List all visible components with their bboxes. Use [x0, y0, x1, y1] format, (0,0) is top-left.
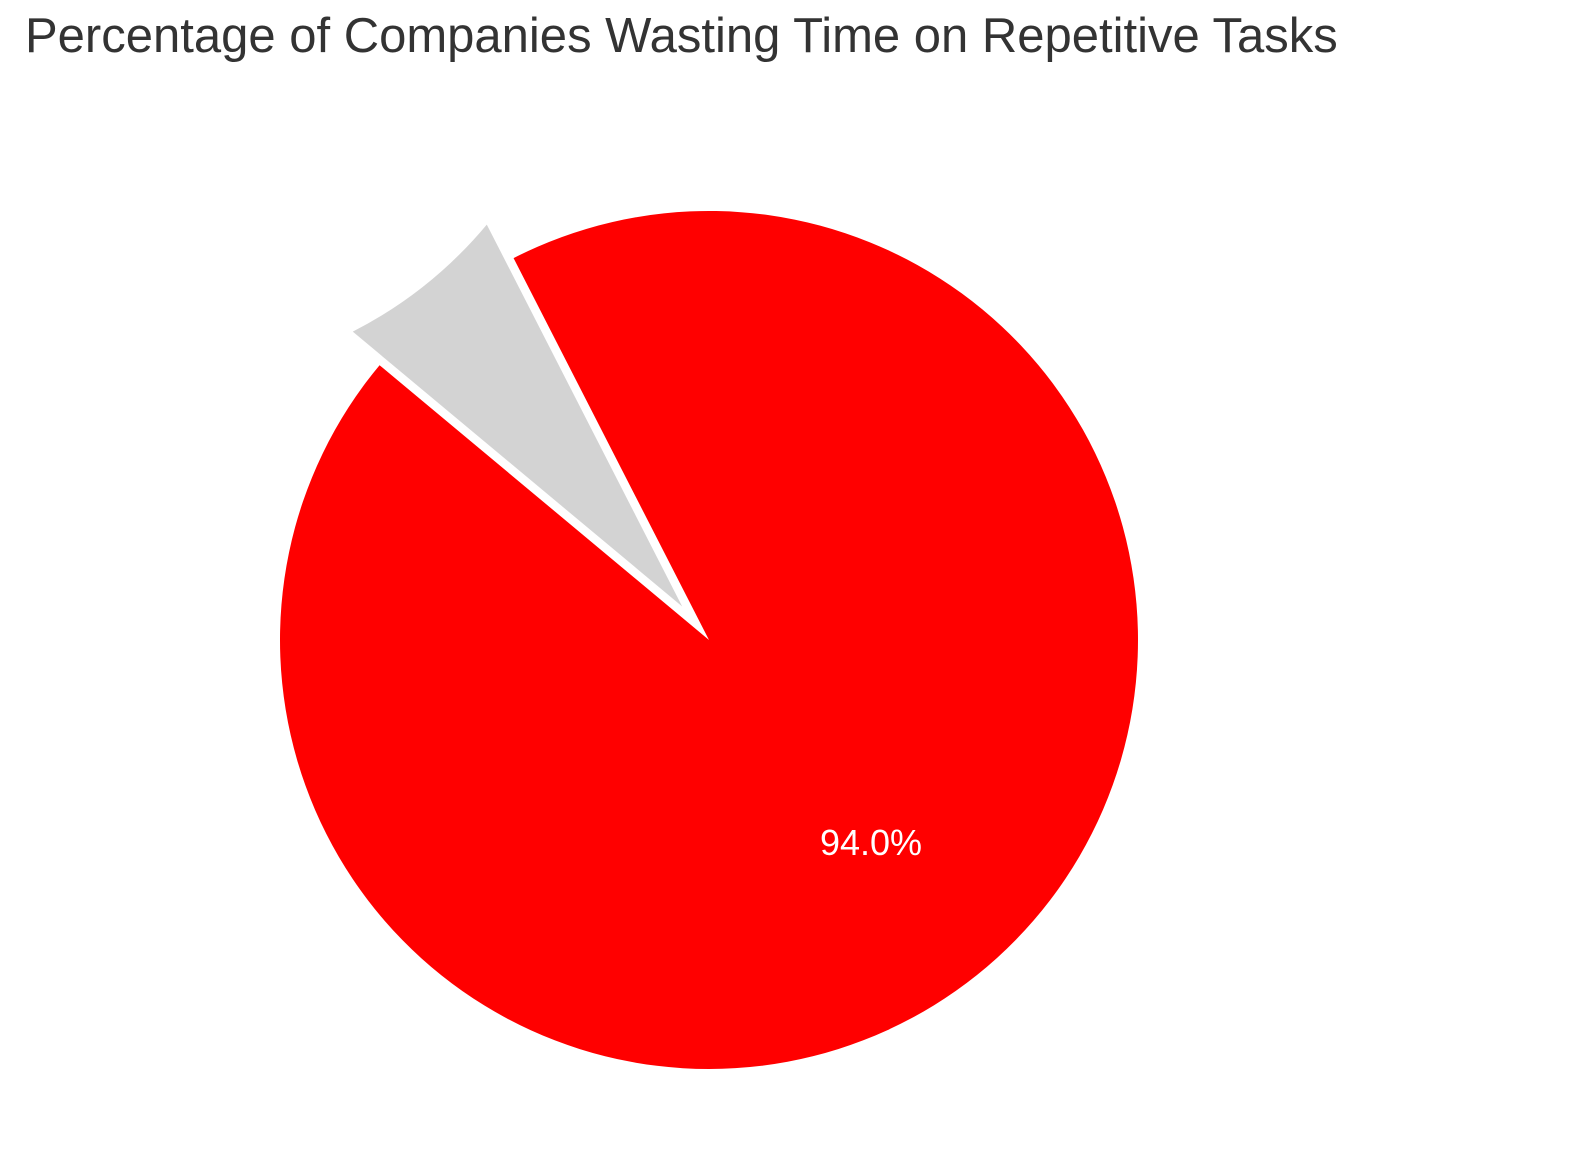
- svg-text:94.0%: 94.0%: [820, 822, 922, 863]
